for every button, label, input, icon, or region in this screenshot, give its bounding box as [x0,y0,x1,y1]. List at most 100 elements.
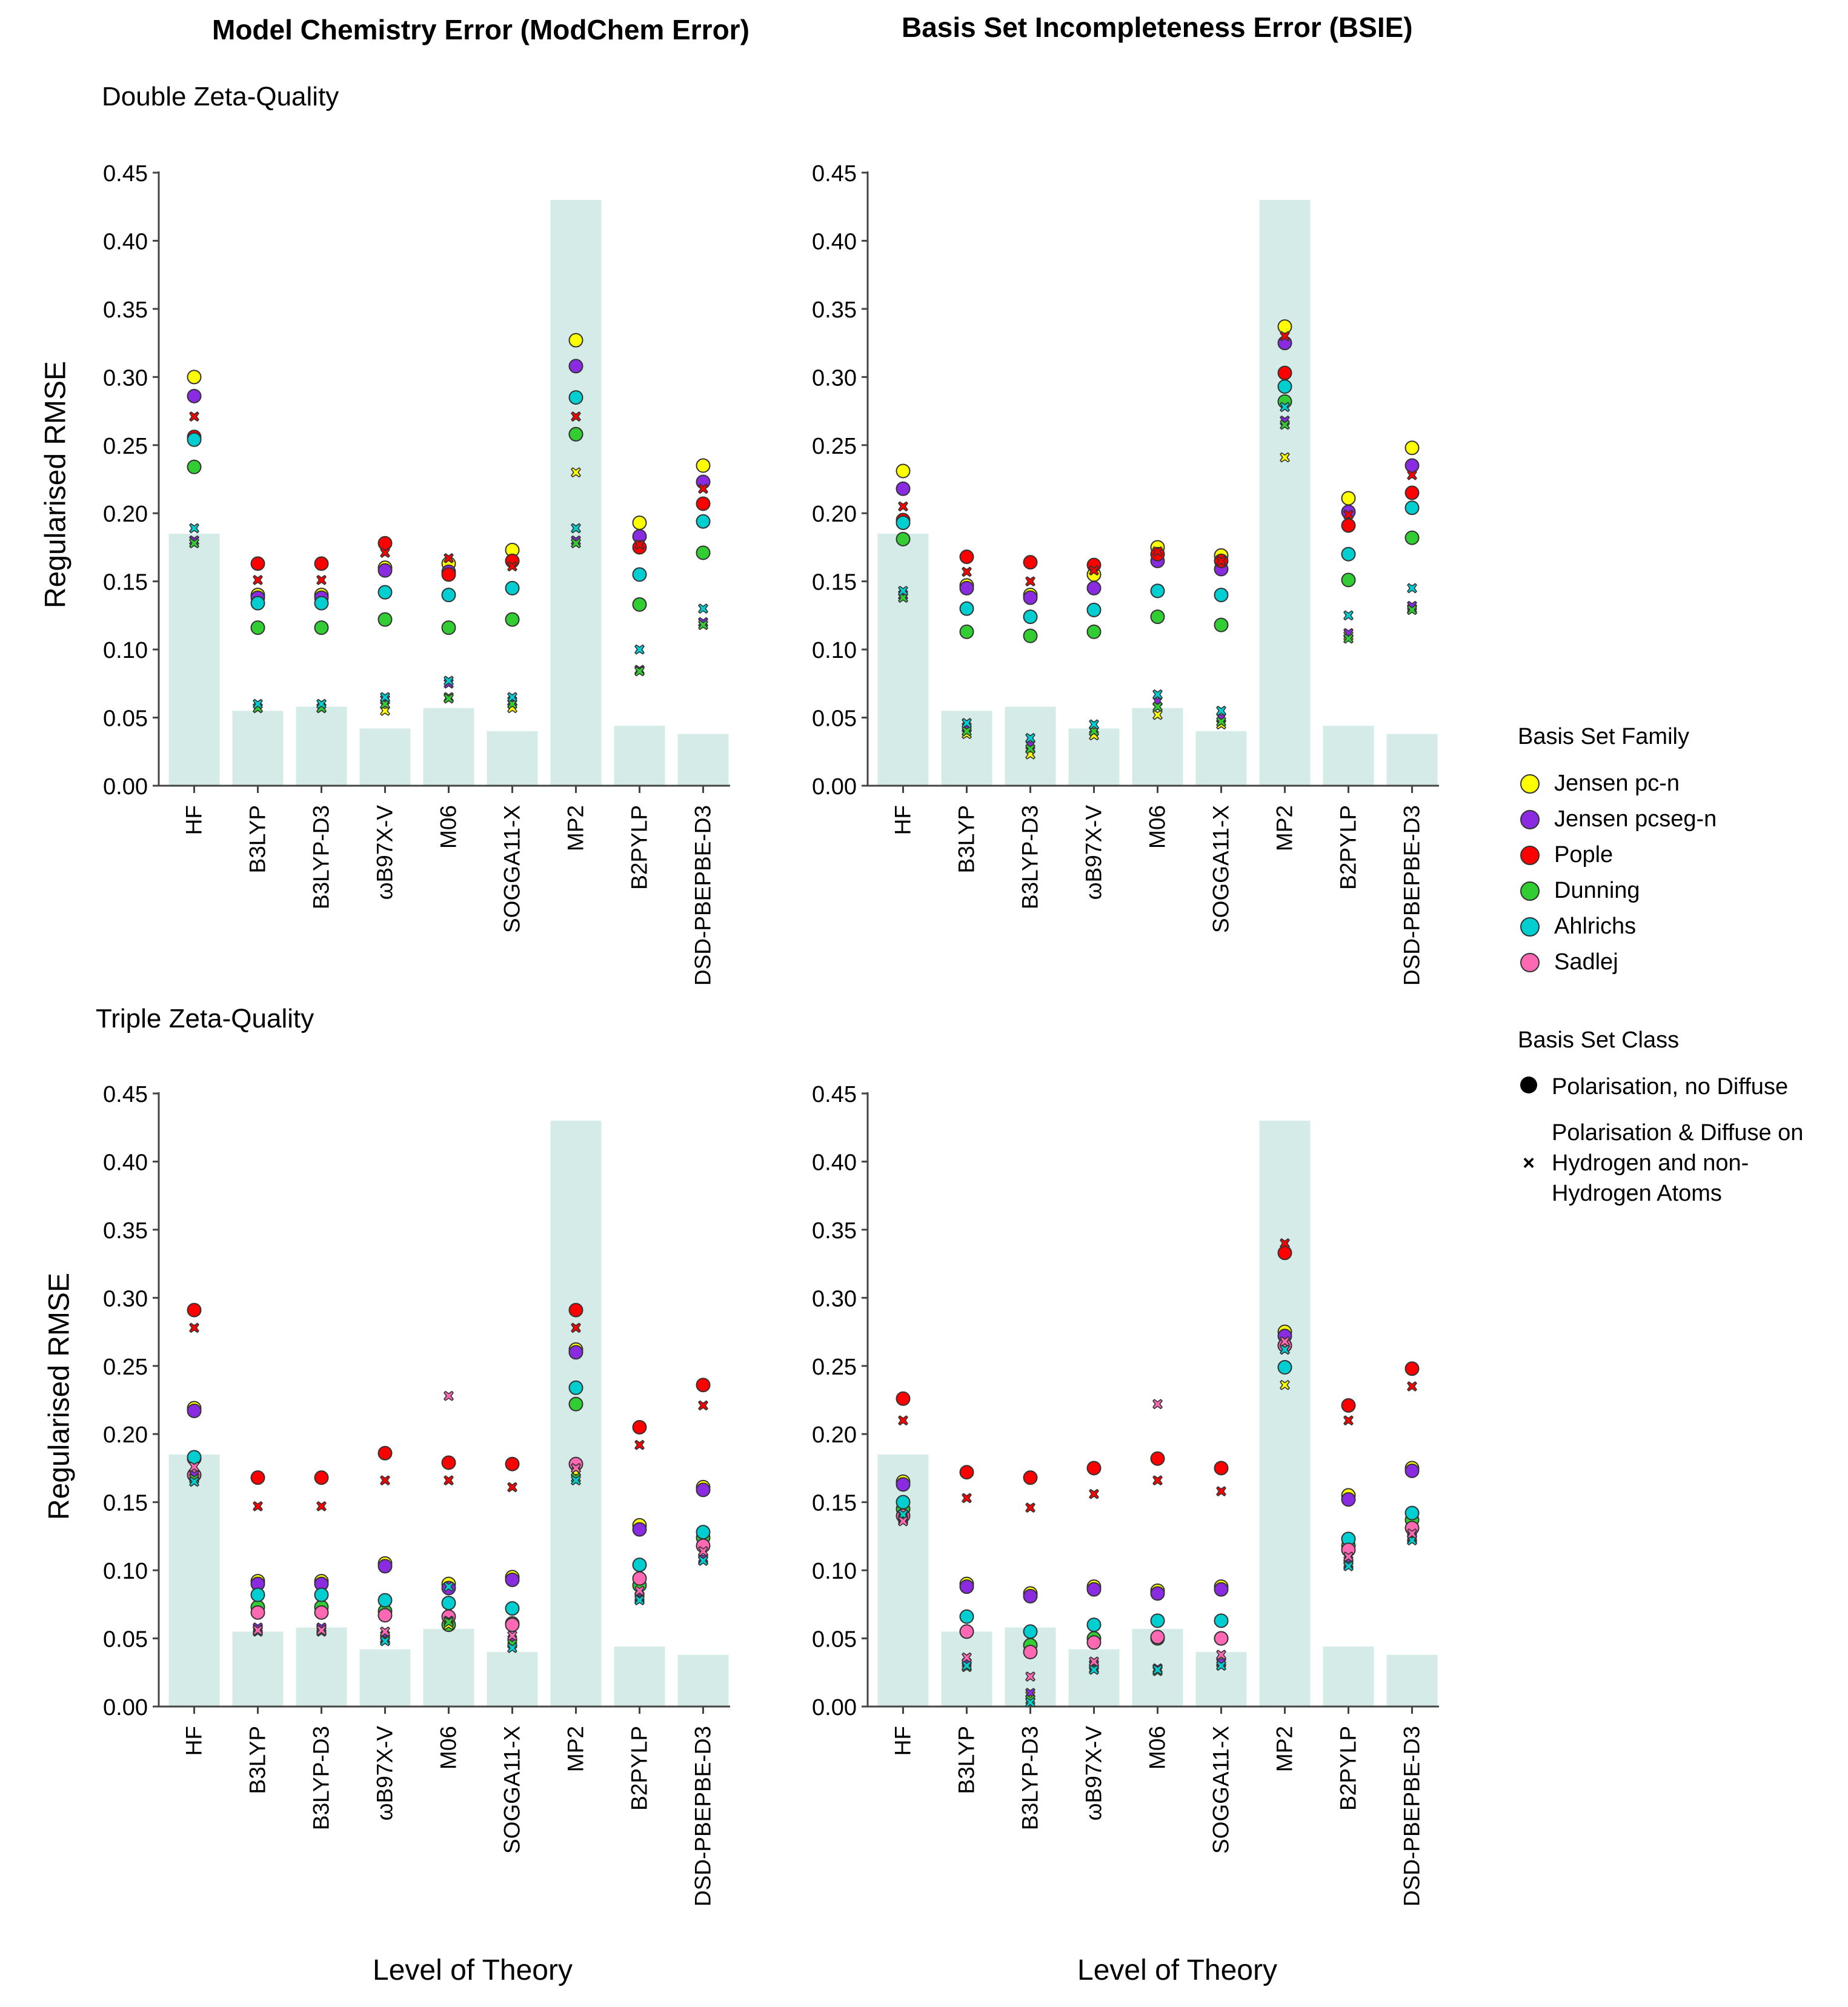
x-tick-label: DSD-PBEPBE-D3 [691,805,716,986]
y-tick-label: 0.25 [103,434,148,459]
x-tick-label: B2PYLP [1336,805,1361,890]
point-pople-circle [250,1470,265,1485]
point-ahlrichs-circle [1214,588,1229,603]
legend-family-label: Jensen pc-n [1554,771,1680,796]
point-pople-circle [696,1378,711,1393]
point-pople-cross [253,575,263,585]
legend-family-label: Sadlej [1554,949,1618,975]
x-tick-label: B3LYP [954,805,979,873]
bar-MP2 [550,199,602,786]
point-pople-cross [1025,1502,1035,1513]
point-ahlrichs-cross [1280,402,1290,413]
bar-SOGGA11-X [1195,731,1247,786]
point-pople-cross [1216,1486,1226,1496]
point-pople-cross [253,1501,263,1511]
bar-HF [877,533,929,786]
point-pople-circle [1341,518,1356,533]
point-ahlrichs-cross [1152,1664,1163,1675]
y-tick-label: 0.10 [812,1559,857,1584]
legend-class-title: Basis Set Class [1518,1027,1680,1053]
point-ahlrichs-circle [896,515,911,530]
point-pople-circle [1150,1451,1165,1466]
point-dunning-circle [314,620,329,635]
y-tick-label: 0.00 [812,774,857,800]
point-pople-circle [632,1419,647,1435]
point-jensen-pcseg-n-circle [377,1559,393,1574]
point-jensen-pcseg-n-circle [568,1345,583,1360]
point-dunning-cross [698,620,708,630]
point-ahlrichs-circle [1404,500,1420,516]
point-sadlej-cross [1343,1551,1354,1562]
x-tick-label: MP2 [1272,1726,1297,1772]
point-sadlej-circle [1023,1645,1038,1660]
sadlej-swatch-icon [1520,952,1540,972]
x-tick-label: B3LYP-D3 [1018,805,1043,909]
point-ahlrichs-cross [1280,1344,1290,1355]
point-dunning-cross [1089,726,1099,737]
x-tick-label: SOGGA11-X [500,805,525,933]
legend-class-label: Polarisation & Diffuse on Hydrogen and n… [1552,1120,1804,1206]
point-pople-cross [507,561,517,572]
bar-B3LYP-D3 [296,1627,347,1707]
point-ahlrichs-cross [1343,610,1354,621]
point-pople-cross [316,575,327,585]
point-pople-cross [962,1493,972,1504]
point-sadlej-cross [634,1585,645,1596]
y-tick-label: 0.30 [103,365,148,391]
point-sadlej-cross [1152,1399,1163,1410]
y-tick-label: 0.45 [103,1082,148,1107]
point-jensen-pcseg-n-circle [1404,458,1420,473]
point-jensen-pcseg-n-circle [632,1522,647,1537]
point-ahlrichs-circle [314,595,329,611]
point-sadlej-circle [377,1608,393,1623]
point-pople-cross [444,553,454,563]
point-sadlej-cross [898,1516,908,1527]
point-dunning-cross [1407,605,1417,615]
point-jensen-pc-n-cross [1152,709,1163,720]
point-ahlrichs-cross [1089,1664,1099,1675]
point-ahlrichs-cross [444,675,454,686]
point-pople-cross [380,1475,390,1485]
legend-item-sadlej: Sadlej [1518,944,1848,980]
point-pople-circle [1404,1361,1420,1376]
point-jensen-pcseg-n-circle [1086,1582,1102,1597]
point-ahlrichs-cross [698,1556,708,1566]
point-sadlej-cross [189,1461,199,1472]
x-tick-label: HF [182,1726,207,1756]
bar-SOGGA11-X [487,1652,538,1707]
point-ahlrichs-circle [377,585,393,600]
point-pople-circle [377,536,393,551]
point-jensen-pc-n-circle [187,370,202,385]
point-ahlrichs-cross [962,1660,972,1671]
point-jensen-pc-n-circle [896,463,911,479]
point-pople-circle [1277,365,1292,380]
point-pople-cross [1280,331,1290,342]
y-tick-label: 0.35 [812,297,857,323]
point-sadlej-circle [1086,1635,1102,1650]
point-pople-cross [1407,1381,1417,1392]
point-pople-cross [571,1322,581,1333]
bar-ωB97X-V [359,1649,411,1707]
y-tick-label: 0.15 [103,1491,148,1516]
point-jensen-pc-n-cross [571,467,581,478]
x-tick-label: B2PYLP [1336,1726,1361,1811]
point-dunning-cross [380,698,390,709]
bar-B3LYP [232,711,284,786]
point-pople-cross [1152,546,1163,557]
legend-family-label: Dunning [1554,878,1640,903]
point-dunning-cross [1025,743,1035,754]
filled-circle-marker-icon [1518,1072,1540,1102]
pople-swatch-icon [1520,845,1540,865]
point-pople-cross [1152,1475,1163,1485]
point-dunning-circle [377,612,393,627]
cross-marker-icon: × [1523,1152,1535,1175]
point-ahlrichs-cross [1089,719,1099,730]
point-ahlrichs-cross [1216,1660,1226,1671]
point-dunning-cross [1343,633,1354,644]
point-dunning-cross [189,538,199,548]
point-dunning-cross [1152,702,1163,712]
x-axis-title-right: Level of Theory [1077,1954,1277,1986]
point-pople-cross [380,548,390,558]
point-ahlrichs-circle [568,1380,583,1395]
legend: Basis Set Family Jensen pc-n Jensen pcseg… [1518,724,1848,1224]
